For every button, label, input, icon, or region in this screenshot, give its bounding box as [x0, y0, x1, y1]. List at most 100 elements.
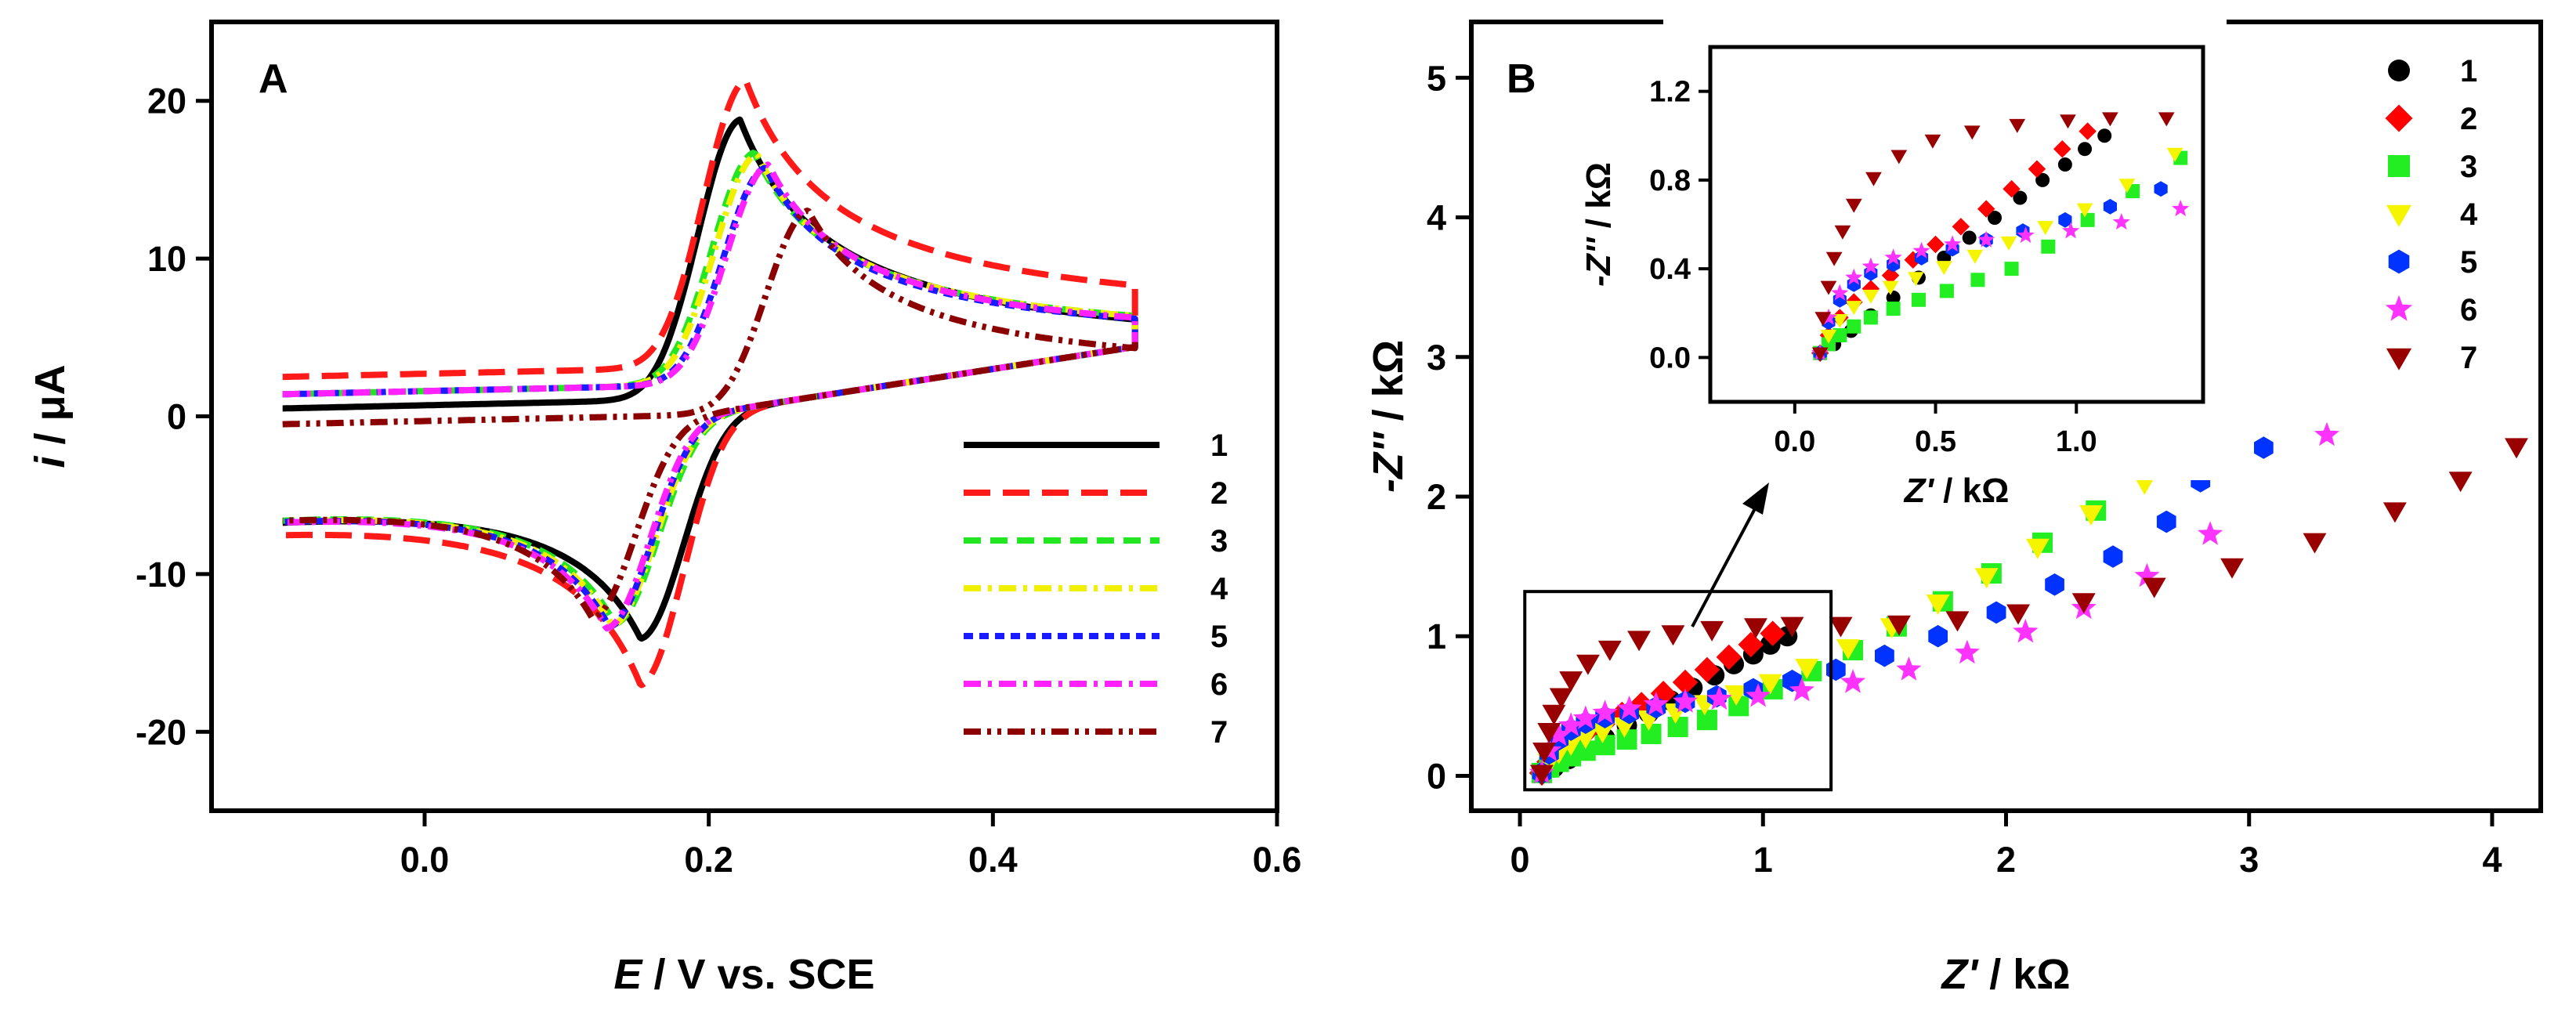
inset-y-axis-title: -Z'' / kΩ [1579, 162, 1618, 287]
point-7-6 [1576, 654, 1600, 675]
inset-point-7-13 [2158, 112, 2175, 127]
series-5-curve [280, 164, 1138, 631]
point-4-15 [1926, 595, 1950, 615]
point-4-18 [2079, 505, 2103, 526]
point-4-5 [1590, 723, 1615, 743]
inset-point-6-4 [1861, 257, 1880, 274]
legend-marker-6 [2385, 295, 2413, 321]
series-2-curve [280, 77, 1138, 689]
point-6-19 [2314, 421, 2340, 446]
inset-series-4-points [1811, 147, 2183, 362]
legend-label-7: 7 [2460, 341, 2477, 375]
inset-point-2-12 [2053, 140, 2071, 158]
point-6-2 [1546, 721, 1572, 746]
inset-point-7-9 [1963, 125, 1981, 140]
point-6-3 [1558, 712, 1584, 736]
point-6-5 [1592, 699, 1618, 724]
inset-point-7-5 [1846, 198, 1862, 213]
x-axis-title-unit: / kΩ [1977, 951, 2070, 998]
point-7-14 [1887, 615, 1911, 636]
point-7-2 [1537, 723, 1561, 743]
inset-point-5-11 [2103, 198, 2117, 215]
point-6-11 [1789, 677, 1814, 702]
y-axis-title: -Z'' / kΩ [1365, 340, 1412, 493]
point-5-16 [2045, 573, 2064, 596]
series-7-points [1530, 438, 2528, 786]
inset-point-4-2 [1832, 314, 1848, 328]
inset-point-3-10 [2041, 239, 2056, 254]
inset-point-7-0 [1811, 347, 1829, 362]
inset-point-1-7 [1962, 230, 1977, 245]
point-6-9 [1706, 685, 1732, 710]
x-tick-label: 3 [2239, 840, 2259, 880]
point-7-13 [1829, 616, 1853, 638]
y-tick-label: -10 [136, 555, 186, 595]
inset-point-3-2 [1833, 328, 1847, 343]
y-tick-label: 0 [167, 397, 186, 437]
x-axis-title: Z' / kΩ [1940, 951, 2070, 998]
inset-point-5-12 [2154, 181, 2168, 197]
legend-label-7: 7 [1210, 715, 1228, 750]
inset-y-tick-label: 1.2 [1649, 76, 1691, 109]
point-5-18 [2156, 510, 2176, 533]
legend-marker-4 [2386, 204, 2412, 227]
y-tick-label: -20 [136, 712, 186, 752]
inset-point-7-10 [2009, 118, 2026, 133]
y-axis-title: i / μA [27, 364, 74, 468]
point-6-8 [1672, 689, 1699, 713]
inset-point-6-1 [1819, 308, 1838, 325]
y-tick-label: 5 [1427, 58, 1446, 98]
inset-y-axis-title-unit: / kΩ [1579, 162, 1618, 237]
inset-point-5-10 [2058, 211, 2072, 228]
point-6-12 [1840, 669, 1866, 693]
point-4-12 [1795, 659, 1819, 679]
inset-y-axis-title-symbol: -Z'' [1579, 237, 1618, 287]
point-2-9 [1672, 669, 1699, 696]
inset-x-tick-label: 1.0 [2056, 425, 2097, 458]
y-axis-title-symbol: -Z'' [1365, 431, 1412, 493]
point-2-13 [1760, 620, 1785, 646]
inset-point-1-12 [2078, 142, 2093, 157]
inset-point-6-3 [1845, 268, 1863, 285]
point-4-10 [1724, 685, 1749, 706]
inset-point-4-10 [2037, 221, 2054, 236]
point-7-12 [1780, 616, 1804, 638]
inset-point-1-13 [2097, 128, 2112, 143]
point-7-19 [2220, 558, 2244, 579]
point-3-8 [1667, 717, 1688, 738]
panel-label: A [259, 56, 288, 102]
point-6-15 [2013, 619, 2039, 643]
inset-point-1-10 [2035, 172, 2050, 187]
inset-point-4-13 [2166, 147, 2183, 162]
inset-point-2-13 [2079, 122, 2097, 140]
legend-label-5: 5 [1210, 620, 1228, 654]
inset-point-2-8 [1952, 218, 1970, 236]
panel-label: B [1507, 56, 1536, 102]
inset-y-tick-label: 0.8 [1649, 164, 1691, 197]
x-tick-label: 0 [1511, 840, 1530, 880]
inset-point-2-10 [2003, 179, 2021, 198]
legend-marker-1 [2388, 60, 2410, 81]
point-7-1 [1532, 743, 1556, 763]
point-5-13 [1875, 644, 1894, 667]
inset-point-6-10 [2061, 222, 2080, 239]
legend-label-4: 4 [2460, 197, 2478, 232]
inset-point-2-7 [1927, 235, 1945, 254]
point-7-18 [2142, 577, 2166, 598]
legend-label-2: 2 [1210, 476, 1228, 511]
legend-marker-2 [2385, 104, 2413, 132]
zoom-arrowhead [1742, 483, 1769, 515]
inset-point-3-11 [2080, 212, 2095, 227]
point-6-4 [1572, 705, 1598, 729]
legend-marker-3 [2388, 155, 2410, 177]
point-3-7 [1641, 723, 1662, 744]
legend-label-3: 3 [1210, 524, 1228, 558]
point-7-23 [2505, 438, 2528, 459]
inset-point-7-1 [1814, 312, 1832, 327]
point-7-3 [1542, 704, 1566, 725]
inset-point-1-8 [1988, 211, 2003, 226]
x-tick-label: 0.2 [684, 840, 733, 880]
point-7-21 [2382, 502, 2407, 523]
inset-point-3-7 [1939, 284, 1954, 298]
